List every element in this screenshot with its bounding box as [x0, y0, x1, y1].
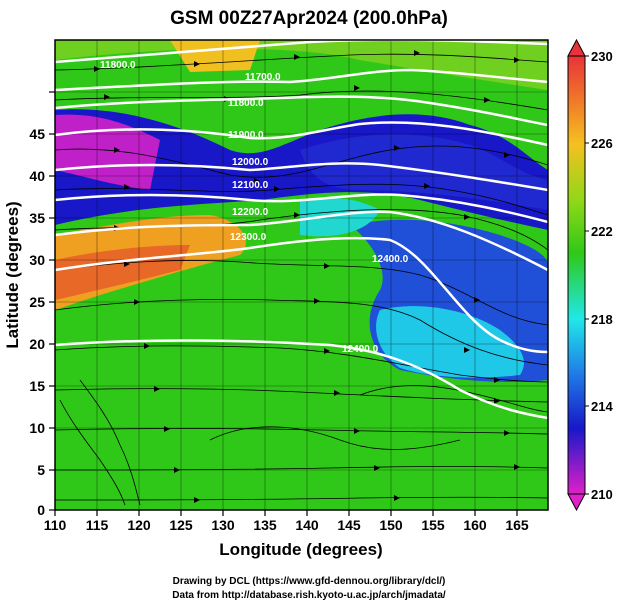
colorbar: 230 226 222 218 214 210	[567, 38, 613, 512]
plot-frame	[54, 39, 549, 511]
contour-labels: 11800.0 11700.0 11800.0 11900.0 12000.0 …	[100, 60, 409, 355]
x-tick-label: 140	[295, 517, 319, 533]
y-tick-label: 25	[29, 294, 45, 310]
contour-label: 12300.0	[230, 232, 267, 243]
colorbar-min-arrow	[567, 493, 586, 512]
field-deep-blue	[300, 134, 548, 210]
colorbar-scale	[567, 55, 586, 495]
contour-label: 11800.0	[100, 60, 136, 71]
colorbar-label: 222	[591, 224, 613, 239]
field-northern-band	[55, 40, 548, 90]
x-axis-title: Longitude (degrees)	[219, 540, 382, 559]
x-tick-label: 135	[253, 517, 277, 533]
contour-label: 12400.0	[372, 254, 409, 265]
field-cyan-mid	[300, 198, 380, 237]
field-cyan-core	[376, 306, 524, 378]
contour-label: 12400.0	[342, 344, 379, 355]
credit-drawing: Drawing by DCL (https://www.gfd-dennou.o…	[173, 576, 446, 587]
y-tick-labels: 0 5 10 15 20 25 30 35 40 45	[29, 126, 45, 518]
x-tick-label: 120	[127, 517, 151, 533]
x-tick-label: 130	[211, 517, 235, 533]
x-tick-label: 145	[337, 517, 361, 533]
colorbar-max-arrow	[567, 38, 586, 57]
x-tick-label: 165	[505, 517, 529, 533]
x-tick-labels: 110 115 120 125 130 135 140 145 150 155 …	[44, 517, 529, 533]
y-tick-label: 30	[29, 252, 45, 268]
y-tick-label: 40	[29, 168, 45, 184]
contour-label: 11700.0	[245, 72, 281, 83]
credit-data: Data from http://database.rish.kyoto-u.a…	[172, 590, 446, 601]
y-tick-label: 20	[29, 336, 45, 352]
y-tick-label: 0	[37, 502, 45, 518]
y-tick-label: 5	[37, 462, 45, 478]
y-tick-label: 35	[29, 210, 45, 226]
y-tick-label: 10	[29, 420, 45, 436]
contour-label: 12100.0	[232, 180, 269, 191]
colorbar-label: 218	[591, 312, 613, 327]
tick-marks	[49, 91, 518, 516]
contour-label: 12000.0	[232, 157, 269, 168]
y-axis-title: Latitude (degrees)	[3, 201, 22, 348]
flow-arrows	[94, 50, 520, 503]
x-tick-label: 150	[379, 517, 403, 533]
x-tick-label: 115	[86, 517, 109, 533]
plot-area	[55, 40, 548, 510]
y-tick-label: 45	[29, 126, 45, 142]
x-tick-label: 125	[169, 517, 193, 533]
x-tick-label: 110	[44, 517, 67, 533]
x-tick-label: 160	[463, 517, 487, 533]
contour-label: 11900.0	[228, 130, 264, 141]
colorbar-label: 214	[591, 399, 613, 414]
x-tick-label: 155	[421, 517, 445, 533]
y-tick-label: 15	[29, 378, 45, 394]
contour-label: 12200.0	[232, 207, 269, 218]
field-magenta-west	[55, 114, 160, 190]
colorbar-label: 210	[591, 487, 613, 502]
colorbar-label: 230	[591, 49, 613, 64]
height-contours	[55, 40, 548, 420]
chart-title: GSM 00Z27Apr2024 (200.0hPa)	[170, 8, 448, 29]
streamlines	[55, 53, 548, 506]
colorbar-label: 226	[591, 136, 613, 151]
contour-label: 11800.0	[228, 98, 264, 109]
